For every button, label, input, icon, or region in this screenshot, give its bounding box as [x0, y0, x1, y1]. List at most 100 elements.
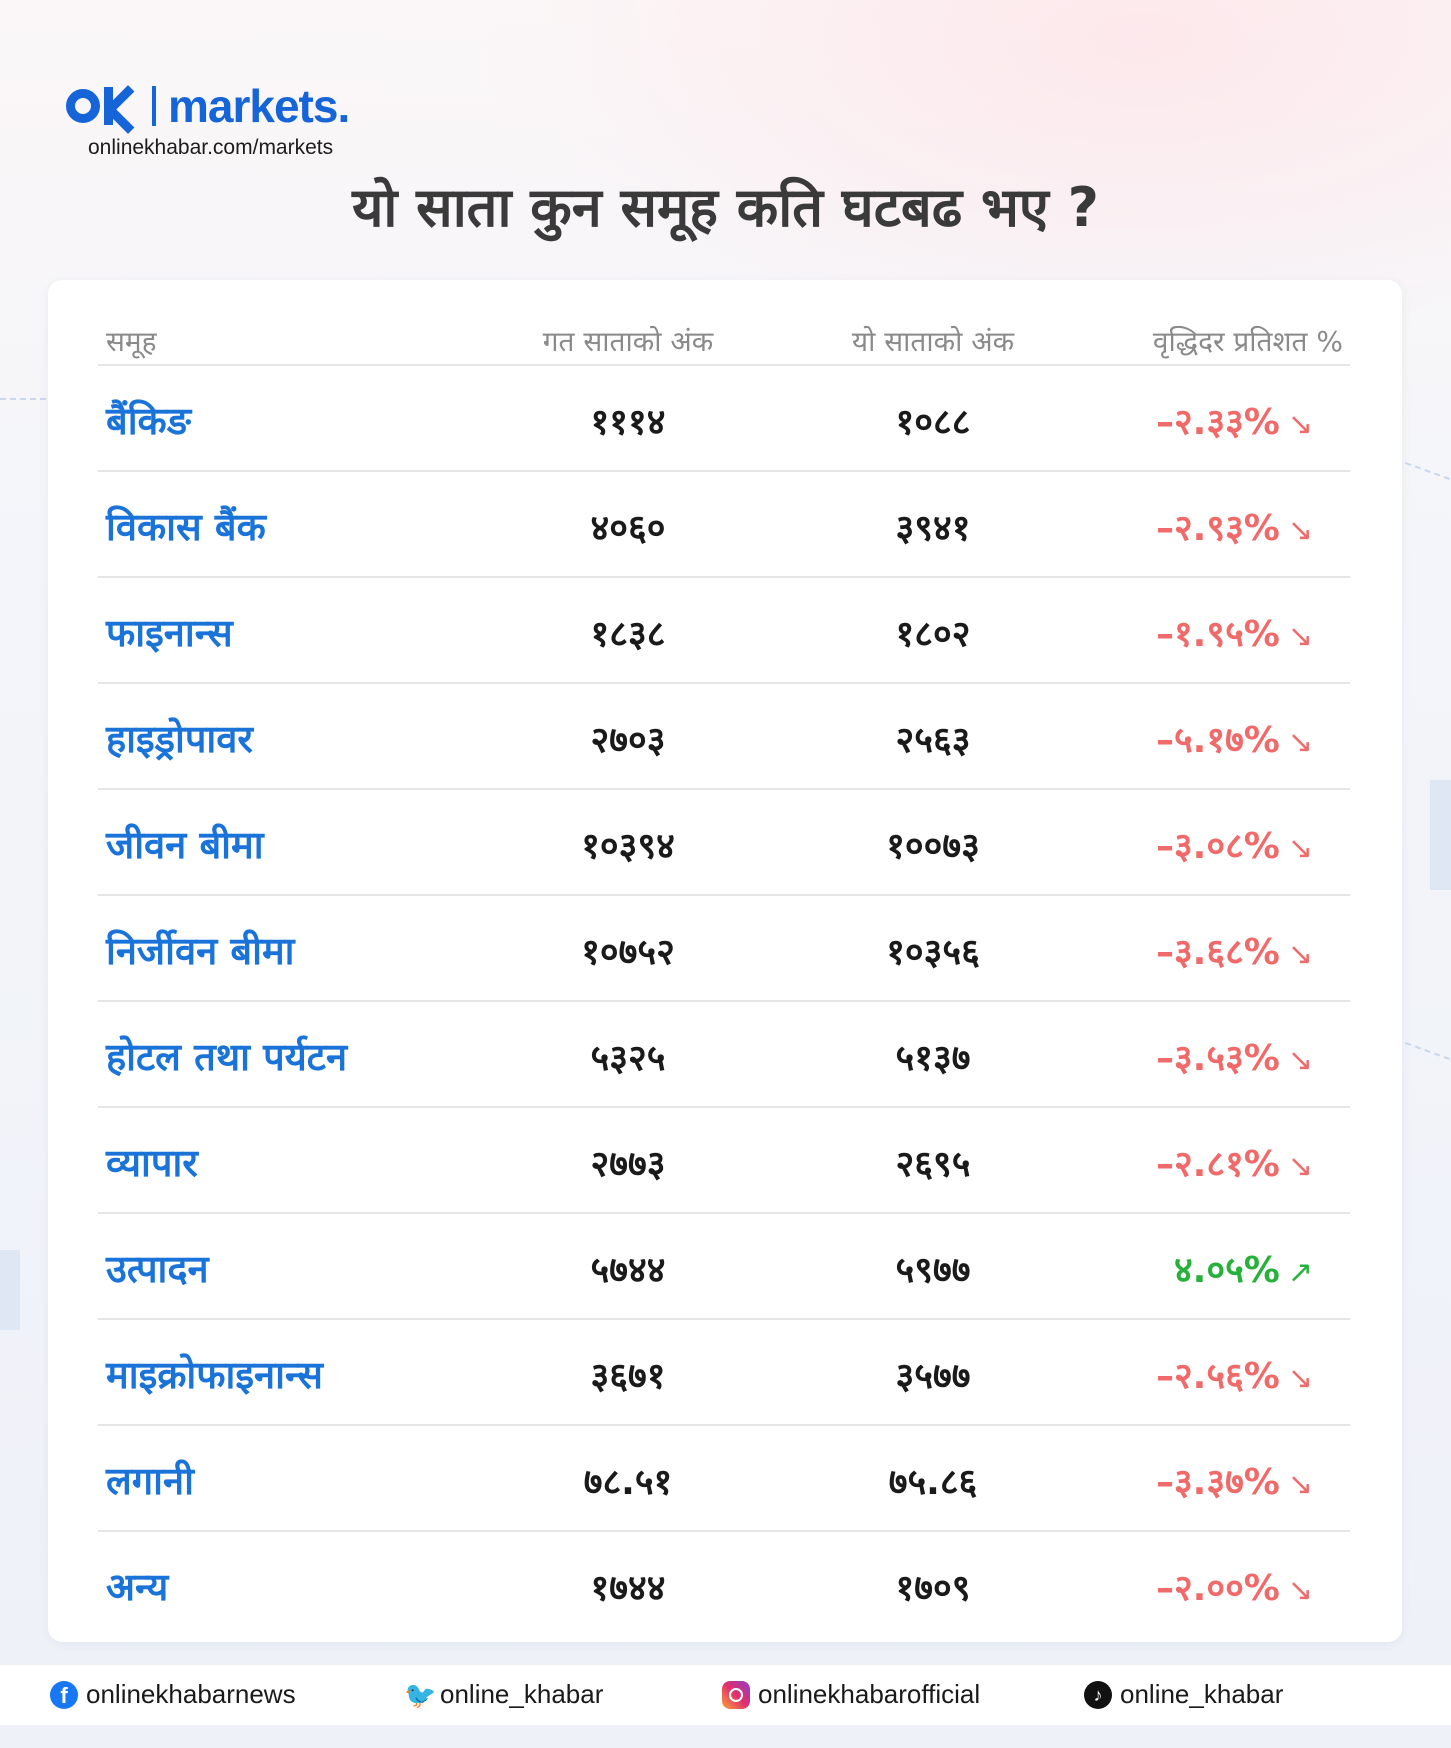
- last-week-value: १११४: [590, 402, 666, 443]
- last-week-value: १८३८: [590, 614, 666, 655]
- brand-header: markets. onlinekhabar.com/markets: [66, 78, 350, 160]
- growth-percent: –३.०८% ↘: [1053, 820, 1313, 869]
- last-week-value: १७४४: [590, 1568, 666, 1609]
- growth-value: –२.००%: [1155, 1568, 1280, 1609]
- table-row: व्यापार २७७३ २६९५ –२.८१% ↘: [98, 1108, 1350, 1214]
- last-week-value: २७०३: [590, 720, 666, 761]
- growth-value: –५.१७%: [1155, 720, 1280, 761]
- instagram-link[interactable]: onlinekhabarofficial: [722, 1679, 980, 1710]
- table-row: होटल तथा पर्यटन ५३२५ ५१३७ –३.५३% ↘: [98, 1002, 1350, 1108]
- table-body: बैंकिङ १११४ १०८८ –२.३३% ↘ विकास बैंक ४०६० ३९४१–…: [98, 366, 1350, 1636]
- arrow-down-right-icon: ↘: [1287, 1467, 1313, 1502]
- group-name[interactable]: अन्य: [106, 1565, 169, 1609]
- growth-percent: –५.१७% ↘: [1053, 714, 1313, 763]
- this-week-value: १०३५६: [886, 932, 980, 973]
- last-week-value: २७७३: [590, 1144, 666, 1185]
- group-name[interactable]: माइक्रोफाइनान्स: [106, 1353, 323, 1397]
- twitter-icon: 🐦: [404, 1679, 437, 1710]
- growth-value: –३.०८%: [1155, 826, 1280, 867]
- facebook-icon: f: [50, 1680, 78, 1709]
- last-week-value: ५३२५: [590, 1038, 666, 1079]
- decor-dashed-line-right-lower: [1405, 1042, 1450, 1060]
- group-name[interactable]: बैंकिङ: [106, 399, 191, 443]
- facebook-handle: onlinekhabarnews: [86, 1679, 296, 1709]
- growth-value: –१.९५%: [1155, 614, 1280, 655]
- tiktok-link[interactable]: ♪ online_khabar: [1084, 1679, 1283, 1710]
- brand-name: markets.: [168, 80, 350, 132]
- growth-percent: –३.३७% ↘: [1053, 1456, 1313, 1505]
- growth-value: –२.८१%: [1155, 1144, 1280, 1185]
- header-group: समूह: [106, 325, 157, 358]
- last-week-value: १०३९४: [581, 826, 675, 867]
- arrow-down-right-icon: ↘: [1287, 1573, 1313, 1608]
- table-row: फाइनान्स १८३८ १८०२ –१.९५% ↘: [98, 578, 1350, 684]
- instagram-icon: [722, 1680, 750, 1709]
- arrow-down-right-icon: ↘: [1287, 407, 1313, 442]
- arrow-down-right-icon: ↘: [1287, 831, 1313, 866]
- last-week-value: ७८.५१: [583, 1462, 673, 1503]
- table-row: विकास बैंक ४०६० ३९४१ –२.९३% ↘: [98, 472, 1350, 578]
- decor-bar-left: [0, 1250, 20, 1330]
- page-title: यो साता कुन समूह कति घटबढ भए ?: [352, 176, 1099, 239]
- growth-value: –२.९३%: [1155, 508, 1280, 549]
- header-this-week: यो साताको अंक: [851, 325, 1015, 358]
- decor-dashed-line-right: [1405, 462, 1450, 480]
- arrow-down-right-icon: ↘: [1287, 1043, 1313, 1078]
- brand-logo[interactable]: markets.: [66, 78, 350, 134]
- this-week-value: १००७३: [886, 826, 980, 867]
- table-header: समूह गत साताको अंक यो साताको अंक वृद्धिद…: [98, 320, 1350, 366]
- growth-value: –३.३७%: [1155, 1462, 1280, 1503]
- instagram-handle: onlinekhabarofficial: [758, 1679, 981, 1709]
- group-name[interactable]: होटल तथा पर्यटन: [106, 1035, 348, 1079]
- growth-percent: –२.३३% ↘: [1053, 396, 1313, 445]
- growth-percent: –३.५३% ↘: [1053, 1032, 1313, 1081]
- table-row: उत्पादन ५७४४ ५९७७ ४.०५% ↗: [98, 1214, 1350, 1320]
- last-week-value: ४०६०: [590, 508, 666, 549]
- growth-percent: –२.९३% ↘: [1053, 502, 1313, 551]
- arrow-up-right-icon: ↗: [1287, 1255, 1313, 1290]
- brand-url[interactable]: onlinekhabar.com/markets: [88, 136, 334, 159]
- group-name[interactable]: हाइड्रोपावर: [106, 717, 253, 761]
- growth-value: –२.५६%: [1155, 1356, 1280, 1397]
- facebook-link[interactable]: f onlinekhabarnews: [50, 1679, 296, 1710]
- arrow-down-right-icon: ↘: [1287, 513, 1313, 548]
- group-name[interactable]: विकास बैंक: [106, 505, 266, 549]
- group-name[interactable]: जीवन बीमा: [106, 823, 264, 867]
- table-row: निर्जीवन बीमा १०७५२ १०३५६ –३.६८% ↘: [98, 896, 1350, 1002]
- growth-percent: ४.०५% ↗: [1053, 1244, 1313, 1293]
- group-name[interactable]: उत्पादन: [106, 1247, 209, 1291]
- growth-value: –३.५३%: [1155, 1038, 1280, 1079]
- table-row: अन्य १७४४ १७०९ –२.००% ↘: [98, 1532, 1350, 1636]
- table-row: जीवन बीमा १०३९४ १००७३ –३.०८% ↘: [98, 790, 1350, 896]
- sector-table-card: समूह गत साताको अंक यो साताको अंक वृद्धिद…: [48, 280, 1402, 1642]
- this-week-value: २५६३: [895, 720, 971, 761]
- header-last-week: गत साताको अंक: [542, 325, 714, 358]
- this-week-value: ७५.८६: [888, 1462, 978, 1503]
- group-name[interactable]: व्यापार: [106, 1141, 198, 1185]
- decor-bar-right: [1430, 780, 1451, 890]
- arrow-down-right-icon: ↘: [1287, 937, 1313, 972]
- table-row: माइक्रोफाइनान्स ३६७१ ३५७७ –२.५६% ↘: [98, 1320, 1350, 1426]
- this-week-value: १८०२: [895, 614, 971, 655]
- last-week-value: १०७५२: [581, 932, 675, 973]
- growth-percent: –१.९५% ↘: [1053, 608, 1313, 657]
- this-week-value: ५९७७: [895, 1250, 971, 1291]
- growth-value: –३.६८%: [1155, 932, 1280, 973]
- last-week-value: ५७४४: [590, 1250, 666, 1291]
- arrow-down-right-icon: ↘: [1287, 1361, 1313, 1396]
- twitter-link[interactable]: 🐦 online_khabar: [404, 1679, 603, 1710]
- header-growth: वृद्धिदर प्रतिशत %: [1152, 325, 1343, 358]
- this-week-value: ३५७७: [895, 1356, 971, 1397]
- growth-value: –२.३३%: [1155, 402, 1280, 443]
- group-name[interactable]: लगानी: [106, 1459, 194, 1503]
- twitter-handle: online_khabar: [440, 1679, 604, 1709]
- tiktok-handle: online_khabar: [1120, 1679, 1284, 1709]
- social-footer: f onlinekhabarnews 🐦 online_khabar onlin…: [0, 1664, 1451, 1725]
- growth-percent: –३.६८% ↘: [1053, 926, 1313, 975]
- this-week-value: २६९५: [895, 1144, 971, 1185]
- group-name[interactable]: निर्जीवन बीमा: [106, 929, 295, 973]
- growth-value: ४.०५%: [1173, 1250, 1280, 1291]
- group-name[interactable]: फाइनान्स: [106, 611, 233, 655]
- arrow-down-right-icon: ↘: [1287, 1149, 1313, 1184]
- this-week-value: १०८८: [895, 402, 971, 443]
